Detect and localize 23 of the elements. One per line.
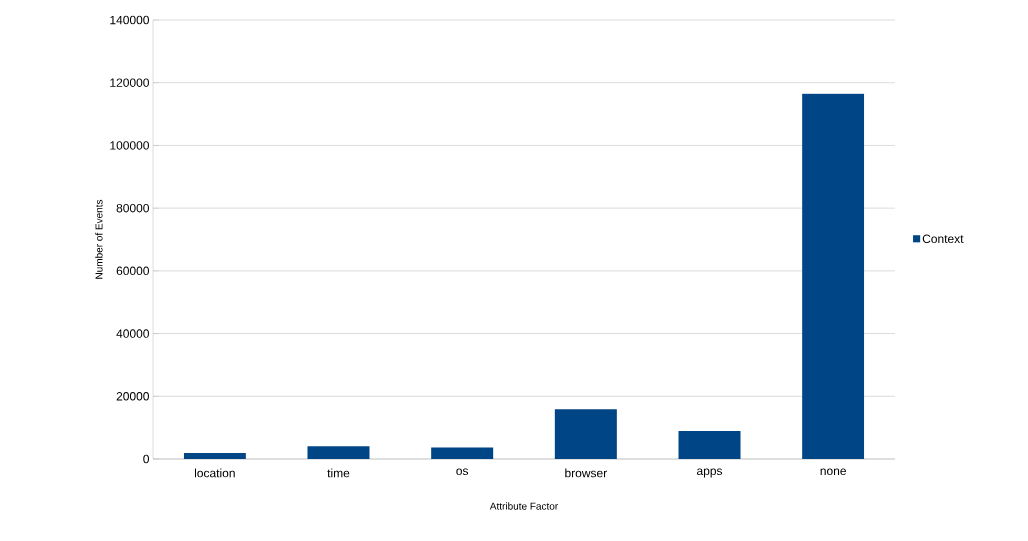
x-tick-label: apps xyxy=(697,468,723,478)
y-tick-label: 120000 xyxy=(110,78,149,87)
bar xyxy=(183,453,246,459)
y-tick-label: 20000 xyxy=(116,392,149,401)
x-tick-label: os xyxy=(456,468,469,476)
x-tick-label: time xyxy=(327,468,350,478)
x-axis-title: Attribute Factor xyxy=(489,502,559,510)
y-tick-label: 0 xyxy=(143,454,149,464)
x-tick-label: location xyxy=(194,468,235,478)
x-tick-label: none xyxy=(820,468,846,476)
bar xyxy=(678,431,741,459)
y-axis-title: Number of Events xyxy=(95,199,103,279)
legend-label: Context xyxy=(922,234,964,244)
y-tick-label: 40000 xyxy=(116,329,149,338)
y-tick-label: 140000 xyxy=(110,15,149,25)
y-tick-label: 60000 xyxy=(116,266,149,276)
x-tick-label: browser xyxy=(565,468,607,478)
bar xyxy=(307,446,370,459)
y-tick-label: 100000 xyxy=(110,141,149,150)
y-tick-label: 80000 xyxy=(116,203,149,213)
bar xyxy=(431,447,494,459)
bar xyxy=(802,93,865,459)
bar xyxy=(554,409,617,459)
